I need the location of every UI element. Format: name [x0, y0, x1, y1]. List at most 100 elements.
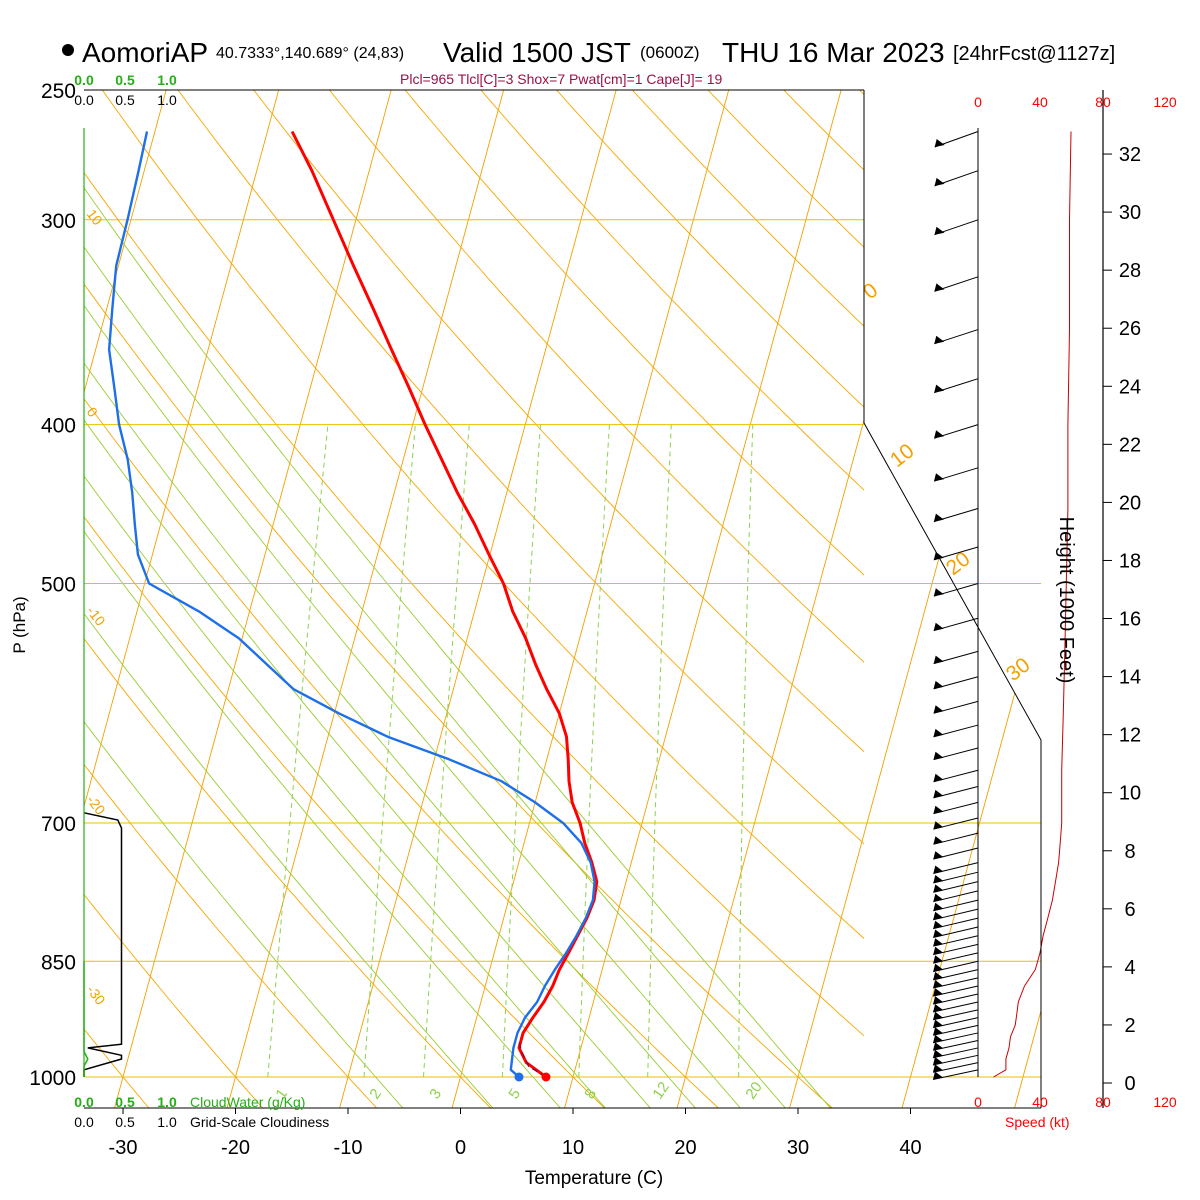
- pressure-tick-label: 700: [41, 813, 76, 836]
- x-tick-label: -20: [221, 1137, 250, 1159]
- mixing-ratio-label: 5: [505, 1086, 524, 1103]
- isotherm-label: 10: [84, 206, 106, 228]
- wind-barb-flag: [933, 865, 944, 874]
- speed-tick-top: 80: [1095, 94, 1111, 110]
- height-tick-label: 0: [1124, 1073, 1135, 1095]
- isotherm-line: [563, 90, 850, 1108]
- isotherm-line: [84, 90, 175, 1108]
- wind-barb-flag: [933, 805, 944, 814]
- dry-adiabat-line: [84, 397, 720, 1108]
- valid-date: THU 16 Mar 2023: [722, 37, 945, 68]
- dry-adiabat-line: [905, 61, 1200, 1112]
- wind-barb-flag: [933, 1057, 943, 1065]
- cloudwater-tick-bottom: 0.0: [74, 1094, 94, 1110]
- cloudwater-tick-top: 0.5: [115, 72, 135, 88]
- wind-barb-flag: [934, 430, 945, 439]
- dry-adiabat-label: 0: [859, 279, 882, 304]
- wind-barb-flag: [934, 473, 944, 482]
- isotherm-label: -10: [84, 603, 109, 629]
- x-tick-label: 0: [455, 1137, 466, 1159]
- wind-barb-flag: [933, 1034, 944, 1043]
- wind-barb-flag: [933, 875, 944, 883]
- moist-adiabat-line: [84, 246, 786, 1108]
- speed-tick-bottom: 120: [1153, 1094, 1177, 1110]
- wind-barb-flag: [933, 893, 944, 902]
- x-tick-label: 40: [899, 1137, 921, 1159]
- cloudwater-label: CloudWater (g/Kg): [190, 1094, 305, 1110]
- wind-barb-flag: [933, 920, 944, 929]
- y-axis-label: P (hPa): [10, 596, 29, 653]
- wind-barb-flag: [933, 789, 944, 798]
- wind-barb-flag: [934, 139, 945, 147]
- cloudiness-tick-top: 0.0: [74, 92, 94, 108]
- wind-barb-flag: [933, 955, 944, 964]
- cloudiness-tick-bottom: 0.5: [115, 1114, 135, 1130]
- pressure-tick-label: 250: [41, 80, 76, 103]
- wind-barb-flag: [933, 1019, 944, 1028]
- height-tick-label: 12: [1119, 725, 1141, 747]
- height-tick-label: 10: [1119, 783, 1141, 805]
- wind-barb-flag: [933, 622, 944, 631]
- mixing-ratio-label: 3: [426, 1086, 445, 1103]
- wind-barb-flag: [933, 988, 944, 997]
- moist-adiabat-line: [84, 362, 696, 1108]
- height-tick-label: 30: [1119, 202, 1141, 224]
- height-tick-label: 32: [1119, 144, 1141, 166]
- wind-barb-flag: [933, 851, 944, 860]
- height-tick-label: 22: [1119, 434, 1141, 456]
- valid-utc: (0600Z): [640, 43, 700, 62]
- wind-barb-flag: [934, 335, 945, 344]
- speed-tick-bottom: 0: [974, 1094, 982, 1110]
- plot-frame-right: [863, 90, 1042, 1108]
- pressure-tick-label: 500: [41, 574, 76, 597]
- cloudwater-tick-top: 1.0: [157, 72, 177, 88]
- isotherm-line: [450, 90, 737, 1108]
- wind-barb-flag: [933, 1049, 943, 1058]
- moist-adiabat-line: [84, 612, 494, 1108]
- wind-barb-flag: [934, 177, 945, 186]
- dry-adiabat-line: [404, 90, 864, 576]
- wind-barb-flag: [933, 1011, 944, 1020]
- height-tick-label: 20: [1119, 492, 1141, 514]
- isotherm-line: [675, 90, 962, 1108]
- dry-adiabat-line: [555, 90, 864, 408]
- dry-adiabat-line: [101, 90, 864, 939]
- wind-barb-flag: [933, 680, 944, 689]
- surface-temperature-marker: [541, 1072, 551, 1082]
- station-name: AomoriAP: [82, 37, 208, 68]
- wind-barb-flag: [933, 588, 944, 597]
- wind-barb-flag: [933, 1071, 943, 1080]
- height-tick-label: 6: [1124, 899, 1135, 921]
- moist-adiabat-line: [84, 187, 831, 1108]
- height-tick-label: 26: [1119, 318, 1141, 340]
- wind-barb-flag: [933, 980, 944, 988]
- cloudiness-profile-line: [83, 812, 123, 1077]
- moist-adiabat-line: [84, 475, 606, 1108]
- isotherm-line: [225, 90, 512, 1108]
- x-axis-label: Temperature (C): [525, 1168, 663, 1189]
- valid-time: Valid 1500 JST: [443, 37, 631, 68]
- moist-adiabat-line: [84, 304, 741, 1108]
- wind-barb-flag: [933, 751, 944, 760]
- height-tick-label: 2: [1124, 1015, 1135, 1037]
- isotherm-line: [338, 90, 625, 1108]
- dry-adiabat-line: [84, 516, 606, 1108]
- height-tick-label: 16: [1119, 609, 1141, 631]
- wind-barb-flag: [933, 821, 944, 830]
- sounding-indices: Plcl=965 Tlcl[C]=3 Shox=7 Pwat[cm]=1 Cap…: [400, 71, 723, 87]
- wind-barb-flag: [934, 283, 945, 292]
- wind-barb-flag: [933, 728, 944, 737]
- dry-adiabat-line: [0, 61, 38, 1112]
- wind-barb-flag: [933, 705, 944, 714]
- wind-barb-flag: [933, 551, 944, 560]
- wind-barb-flag: [933, 971, 944, 980]
- dry-adiabat-label: 30: [1002, 653, 1035, 686]
- mixing-ratio-label: 8: [581, 1086, 600, 1103]
- forecast-info: [24hrFcst@1127z]: [953, 43, 1115, 65]
- dry-adiabat-line: [631, 90, 864, 327]
- dewpoint-profile-line: [107, 131, 596, 1078]
- mixing-ratio-line: [501, 424, 541, 1078]
- x-tick-label: 10: [562, 1137, 584, 1159]
- moist-adiabat-line: [84, 419, 651, 1108]
- wind-barb-flag: [933, 929, 944, 938]
